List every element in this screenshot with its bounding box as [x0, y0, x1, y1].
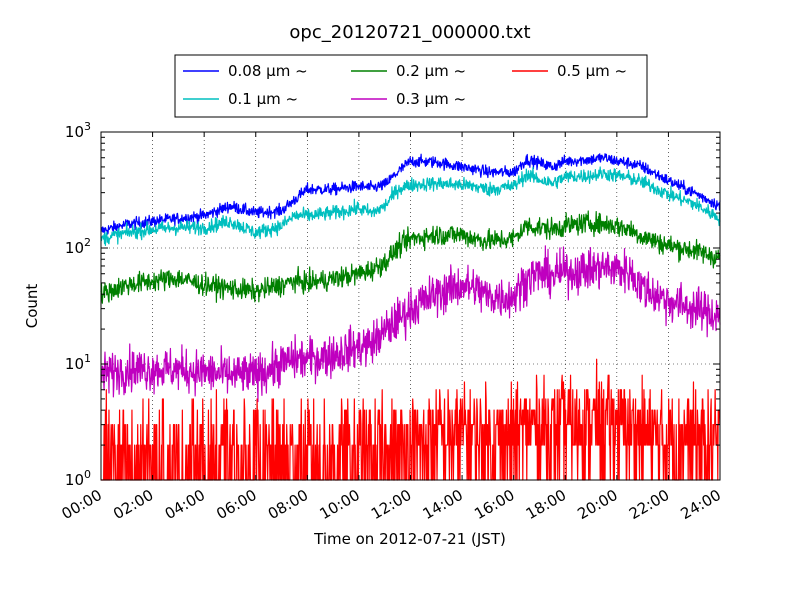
legend-label: 0.3 μm ~ — [396, 90, 466, 108]
legend-label: 0.1 μm ~ — [228, 90, 298, 108]
legend-label: 0.08 μm ~ — [228, 62, 308, 80]
chart-title: opc_20120721_000000.txt — [289, 22, 530, 43]
x-axis-label: Time on 2012-07-21 (JST) — [313, 530, 506, 548]
x-tick-label: 08:00 — [265, 486, 311, 523]
series-group — [100, 153, 721, 481]
x-tick-label: 02:00 — [110, 486, 156, 523]
legend: 0.08 μm ~ 0.1 μm ~ 0.2 μm ~ 0.3 μm ~ 0.5 μm … — [174, 54, 648, 118]
x-tick-label: 00:00 — [59, 486, 105, 523]
y-tick-label: 101 — [65, 352, 91, 373]
y-tick-label: 102 — [65, 236, 91, 257]
x-tick-label: 10:00 — [316, 486, 362, 523]
x-tick-label: 22:00 — [626, 486, 672, 523]
legend-label: 0.2 μm ~ — [396, 62, 466, 80]
x-tick-label: 14:00 — [420, 486, 466, 523]
y-axis-label: Count — [23, 284, 41, 329]
x-tick-label: 24:00 — [678, 486, 724, 523]
y-tick-label: 103 — [65, 120, 91, 141]
plot-area: 00:00 02:00 04:00 06:00 08:00 10:00 12:00 14:00… — [59, 120, 724, 523]
x-tick-label: 12:00 — [368, 486, 414, 523]
y-tick-label: 100 — [65, 468, 91, 489]
x-tick-label: 16:00 — [471, 486, 517, 523]
series-line-3 — [100, 245, 721, 403]
series-line-1 — [100, 166, 721, 247]
series-line-2 — [100, 210, 721, 304]
x-tick-label: 18:00 — [523, 486, 569, 523]
series-line-0 — [100, 153, 721, 235]
x-tick-label: 04:00 — [162, 486, 208, 523]
legend-label: 0.5 μm ~ — [557, 62, 627, 80]
x-tick-label: 06:00 — [213, 486, 259, 523]
legend-box — [174, 54, 648, 118]
x-tick-label: 20:00 — [574, 486, 620, 523]
